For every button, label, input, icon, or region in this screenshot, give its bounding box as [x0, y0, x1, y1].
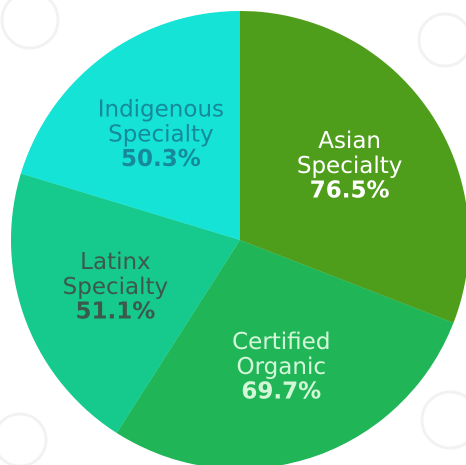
- value-label: 50.3%: [121, 146, 201, 172]
- slice-label: Latinx Specialty: [63, 249, 169, 300]
- slice-label: Indigenous Specialty: [98, 96, 224, 147]
- pie-slice: [116, 240, 454, 465]
- value-label: 51.1%: [76, 299, 156, 325]
- slice-label: Certified Organic: [232, 329, 330, 380]
- label-line: Specialty: [63, 274, 169, 300]
- pie-slice: [240, 11, 466, 323]
- slice-label: Asian Specialty: [297, 127, 403, 178]
- label-line: Specialty: [108, 121, 214, 147]
- value-label: 76.5%: [310, 177, 390, 203]
- value-label: 69.7%: [241, 379, 321, 405]
- label-line: Asian: [318, 127, 381, 153]
- pie-slice: [11, 173, 240, 433]
- label-line: Organic: [237, 354, 326, 380]
- label-line: Certified: [232, 329, 330, 355]
- label-line: Indigenous: [98, 96, 224, 122]
- label-line: Specialty: [297, 152, 403, 178]
- pie-slice: [20, 11, 240, 240]
- label-line: Latinx: [80, 249, 151, 275]
